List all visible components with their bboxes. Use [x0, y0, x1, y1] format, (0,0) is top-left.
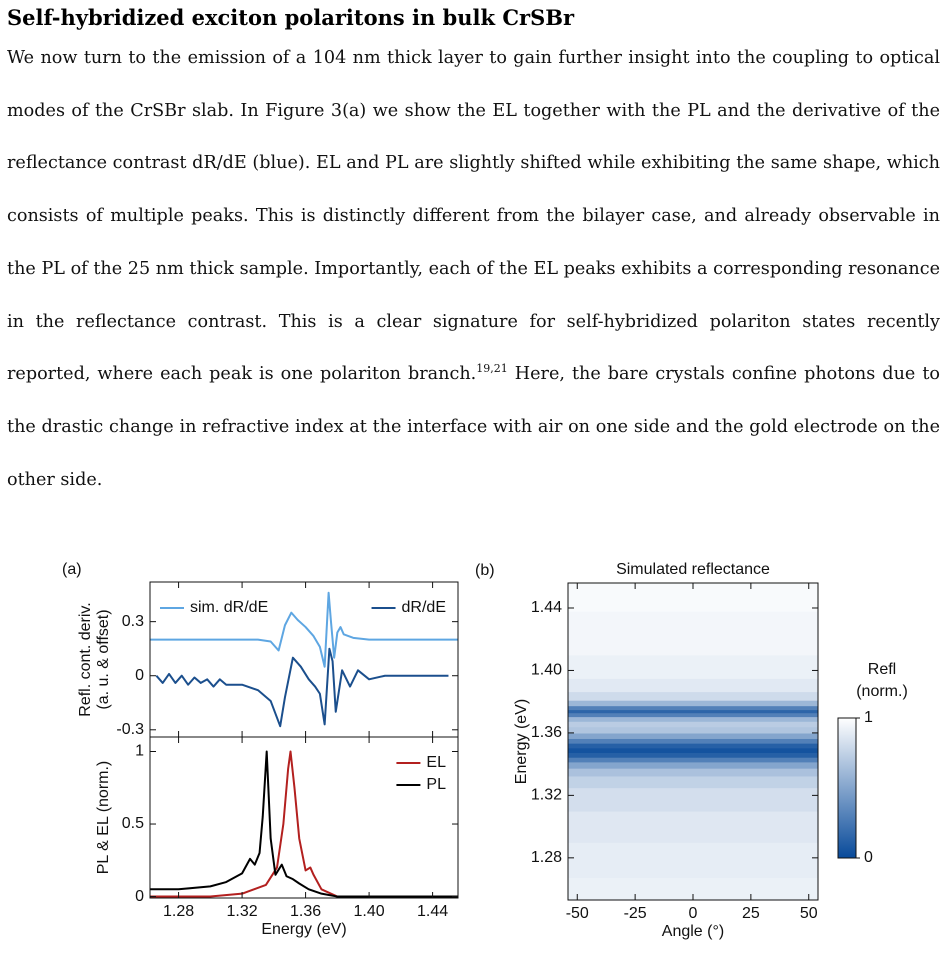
paragraph-text: We now turn to the emission of a 104 nm …	[7, 48, 940, 385]
heatmap-cell	[568, 810, 818, 843]
x-tick-label: 1.28	[163, 903, 194, 920]
y-axis-label: Refl. cont. deriv.	[77, 602, 94, 716]
data-line	[155, 647, 449, 728]
colorbar-label: Refl	[868, 661, 896, 678]
y-tick-label: 1.36	[531, 724, 562, 741]
y-axis-label: PL & EL (norm.)	[95, 761, 112, 875]
y-axis-label: Energy (eV)	[513, 699, 530, 784]
heatmap-cell	[568, 654, 818, 679]
y-tick-label: 0.3	[122, 613, 144, 630]
x-axis-label: Energy (eV)	[261, 921, 346, 938]
heatmap-cell	[568, 738, 818, 744]
y-tick-label: 0	[135, 667, 144, 684]
heatmap-cell	[568, 712, 818, 718]
data-line	[150, 750, 458, 898]
y-tick-label: 0.5	[122, 815, 144, 832]
heatmap-cell	[568, 700, 818, 707]
y-tick-label: 1.40	[531, 662, 562, 679]
legend-label: dR/dE	[402, 599, 446, 616]
data-line	[150, 750, 458, 898]
heatmap-cell	[568, 877, 818, 901]
section-heading: Self-hybridized exciton polaritons in bu…	[7, 5, 575, 30]
x-tick-label: 50	[800, 905, 818, 922]
y-axis-label: (a. u. & offset)	[95, 609, 112, 709]
heatmap-cell	[568, 709, 818, 714]
y-tick-label: 1.32	[531, 787, 562, 804]
heatmap-cell	[568, 747, 818, 754]
y-tick-label: 0	[135, 888, 144, 905]
x-tick-label: 1.36	[290, 903, 321, 920]
x-tick-label: -25	[624, 905, 647, 922]
chart-title: Simulated reflectance	[616, 561, 770, 578]
panel-label: (b)	[475, 562, 495, 579]
heatmap-cell	[568, 678, 818, 693]
heatmap-cell	[568, 775, 818, 789]
y-tick-label: 1.28	[531, 849, 562, 866]
heatmap-cell	[568, 721, 818, 728]
heatmap-cell	[568, 787, 818, 812]
x-tick-label: 1.40	[354, 903, 385, 920]
heatmap-cell	[568, 752, 818, 758]
heatmap-cell	[568, 768, 818, 777]
heatmap-cell	[568, 691, 818, 701]
heatmap-cell	[568, 743, 818, 749]
legend-label: sim. dR/dE	[190, 599, 268, 616]
paragraph: We now turn to the emission of a 104 nm …	[7, 32, 940, 506]
heatmap-cell	[568, 757, 818, 763]
heatmap-cell	[568, 842, 818, 878]
panel-label: (a)	[62, 561, 82, 578]
y-tick-label: 1	[135, 743, 144, 760]
data-line	[150, 591, 458, 668]
colorbar-tick-label: 0	[864, 849, 873, 866]
legend-label: PL	[426, 776, 446, 793]
colorbar	[837, 717, 857, 859]
paragraph-text: Here, the bare crystals confine photons …	[7, 364, 940, 490]
heatmap-cell	[568, 761, 818, 769]
y-tick-label: -0.3	[116, 721, 144, 738]
legend-label: EL	[426, 754, 446, 771]
y-tick-label: 1.44	[531, 599, 562, 616]
x-tick-label: 0	[689, 905, 698, 922]
colorbar-tick-label: 1	[864, 709, 873, 726]
plot-frame	[149, 736, 459, 899]
heatmap-cell	[568, 705, 818, 711]
x-tick-label: 1.32	[227, 903, 258, 920]
heatmap-cell	[568, 716, 818, 722]
heatmap-cell	[568, 611, 818, 656]
colorbar-label: (norm.)	[856, 683, 908, 700]
plot-frame	[567, 582, 819, 901]
heatmap-cell	[568, 726, 818, 734]
x-tick-label: 1.44	[417, 903, 448, 920]
citation: 19,21	[476, 362, 508, 376]
x-tick-label: -50	[566, 905, 589, 922]
x-axis-label: Angle (°)	[662, 923, 724, 940]
x-tick-label: 25	[742, 905, 760, 922]
heatmap-cell	[568, 732, 818, 739]
